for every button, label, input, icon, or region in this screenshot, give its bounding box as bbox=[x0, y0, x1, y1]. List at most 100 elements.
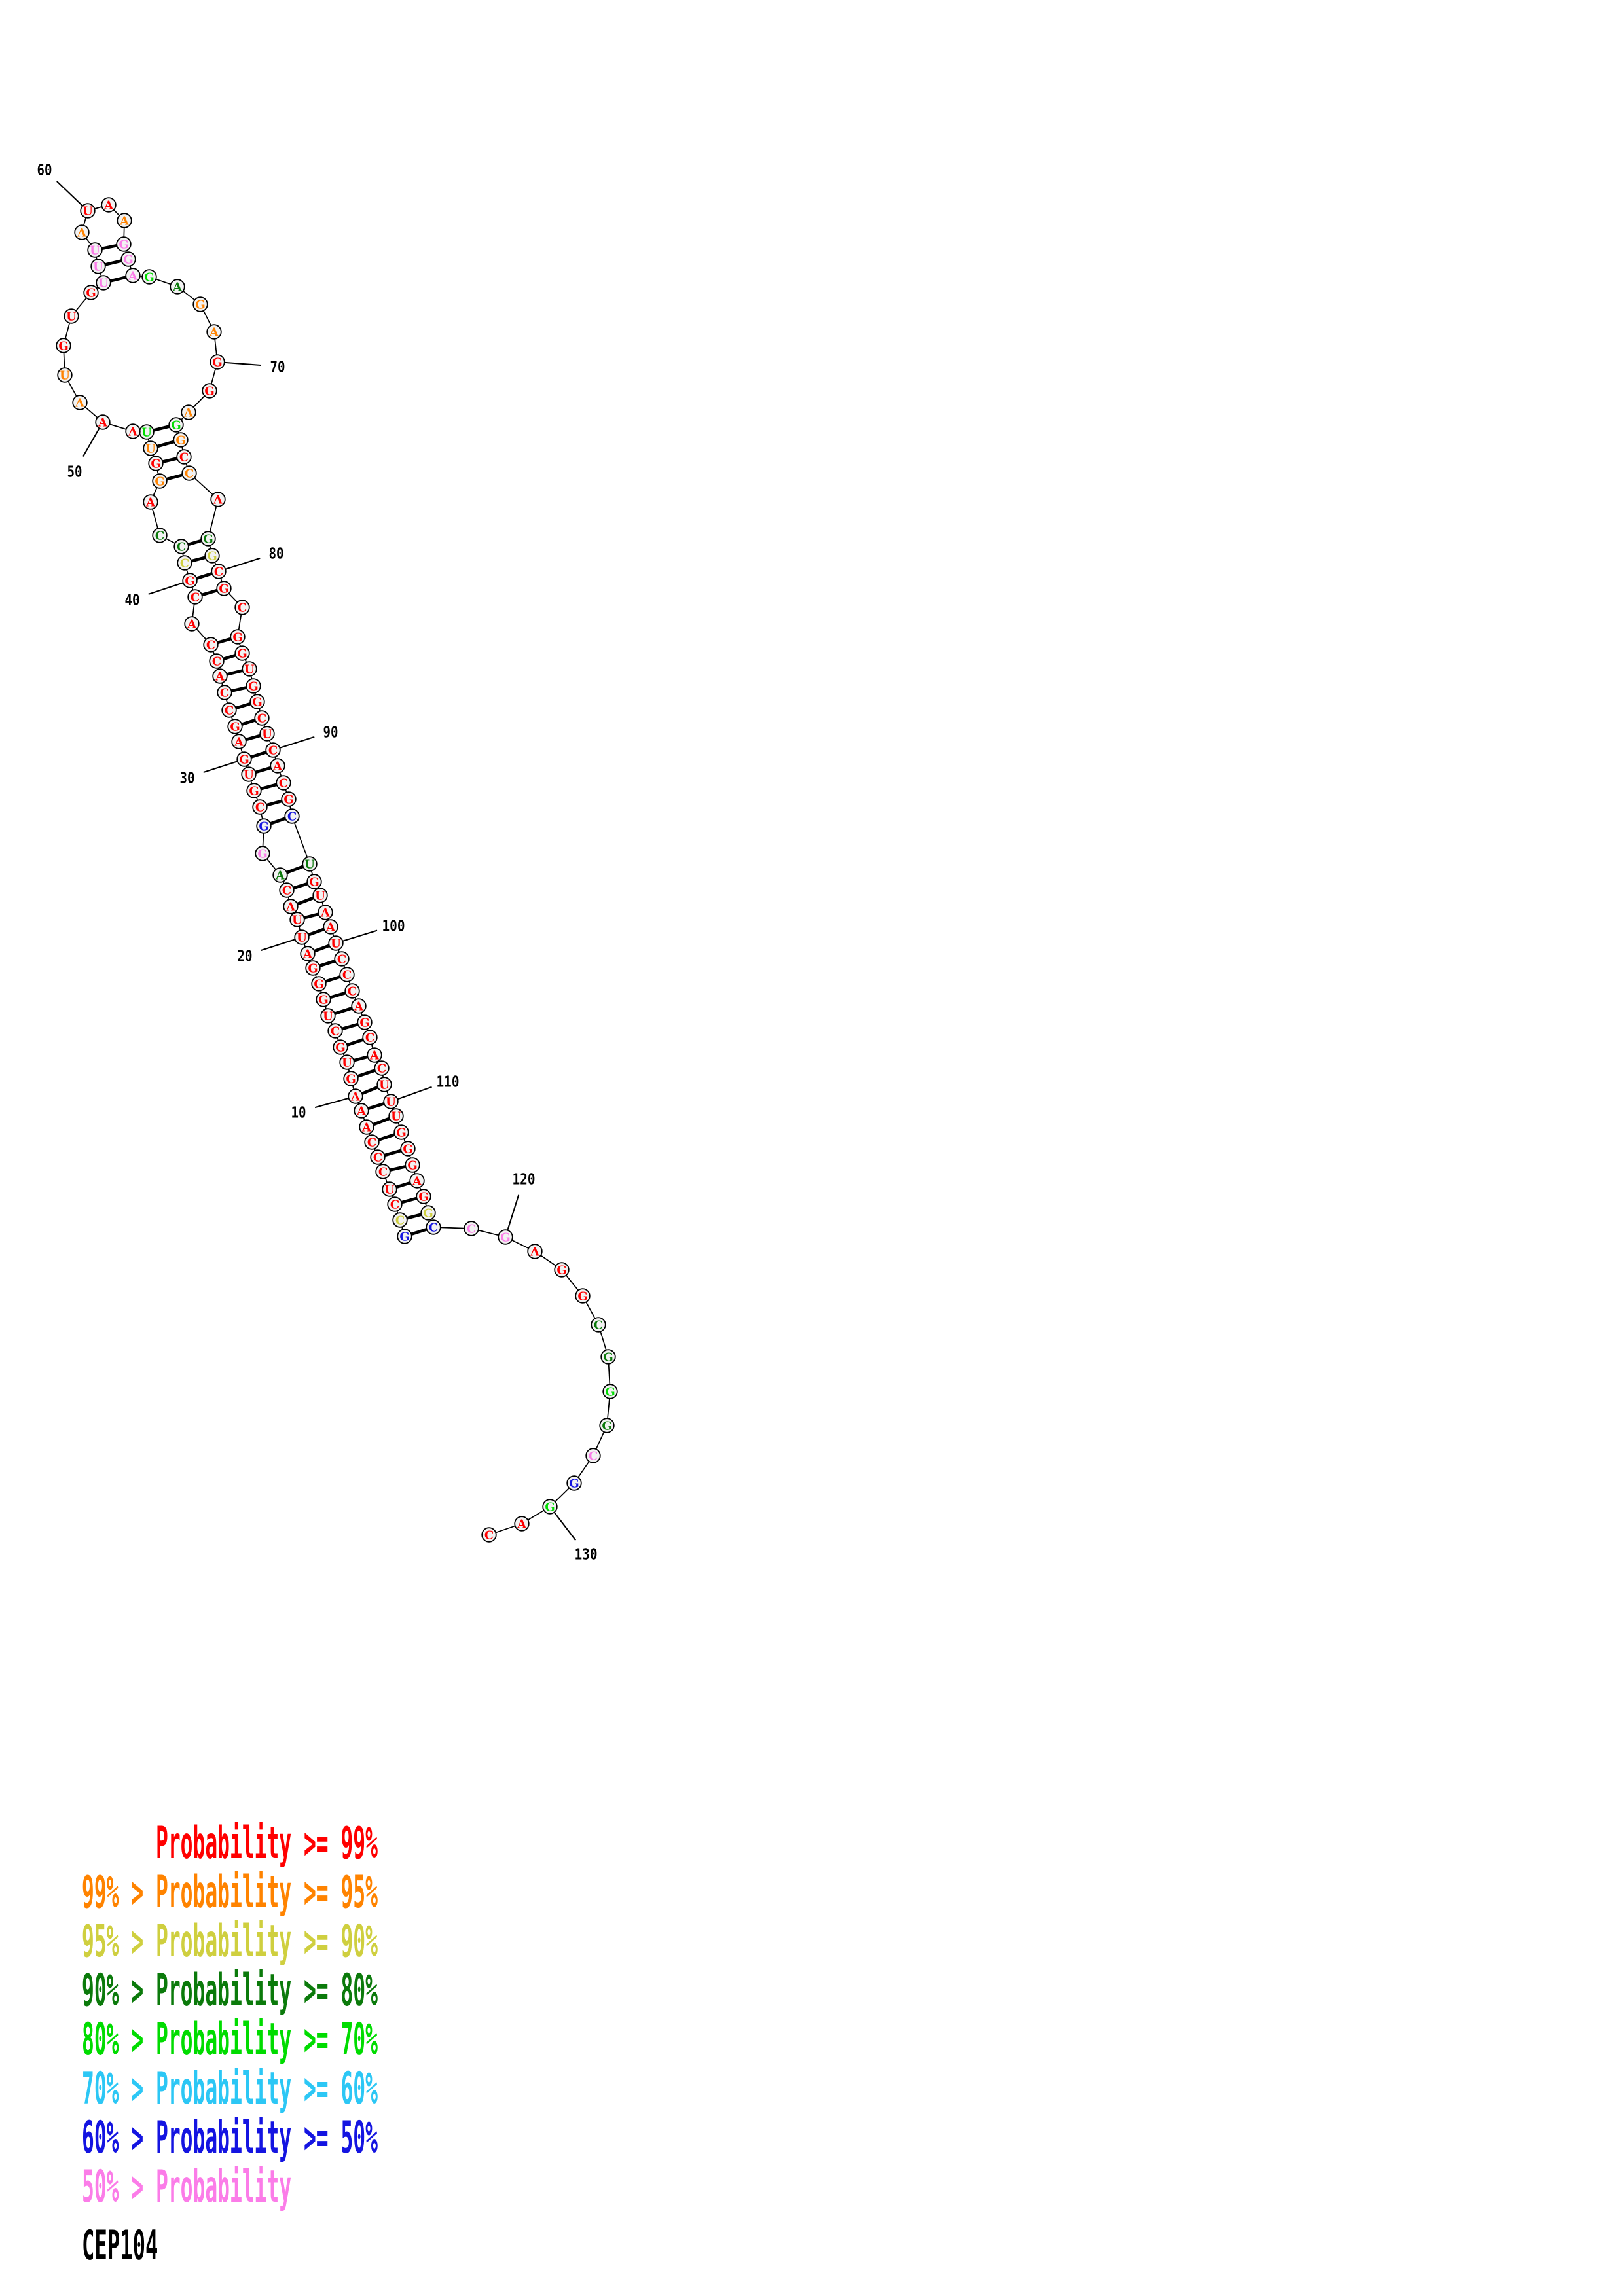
nucleotide-circle bbox=[56, 338, 71, 353]
nucleotides: GCCUCCCAAAGUGCUGGGAUUACAGGCGUGAGCCACCACG… bbox=[56, 197, 618, 1543]
nucleotide-base-letter: G bbox=[204, 384, 214, 398]
nucleotide-105: G bbox=[357, 1014, 373, 1030]
nucleotide-base-letter: A bbox=[183, 406, 194, 420]
nucleotide-67: A bbox=[170, 279, 185, 295]
nucleotide-99: A bbox=[323, 919, 338, 935]
nucleotide-53: G bbox=[56, 338, 71, 353]
nucleotide-base-letter: C bbox=[185, 467, 194, 480]
nucleotide-82: C bbox=[234, 600, 250, 615]
nucleotide-base-letter: U bbox=[262, 727, 272, 741]
nucleotide-circle bbox=[270, 758, 285, 774]
nucleotide-108: C bbox=[374, 1060, 390, 1076]
nucleotide-base-letter: G bbox=[252, 695, 262, 709]
nucleotide-circle bbox=[230, 629, 246, 645]
nucleotide-circle bbox=[362, 1030, 378, 1045]
legend-row-text: Probability >= 50% bbox=[155, 2112, 378, 2164]
nucleotide-84: G bbox=[234, 645, 250, 661]
nucleotide-circle bbox=[283, 899, 299, 914]
nucleotide-circle bbox=[316, 992, 331, 1007]
nucleotide-111: U bbox=[388, 1108, 404, 1124]
nucleotide-10: A bbox=[348, 1088, 363, 1104]
nucleotide-base-letter: A bbox=[172, 280, 183, 294]
nucleotide-base-letter: A bbox=[103, 198, 114, 212]
nucleotide-circle bbox=[281, 791, 297, 807]
nucleotide-base-letter: G bbox=[346, 1072, 356, 1086]
nucleotide-123: G bbox=[575, 1288, 591, 1304]
nucleotide-circle bbox=[354, 1103, 369, 1119]
nucleotide-circle bbox=[388, 1108, 404, 1124]
nucleotide-circle bbox=[305, 960, 321, 976]
nucleotide-circle bbox=[566, 1475, 582, 1491]
nucleotide-51: A bbox=[72, 395, 88, 410]
nucleotide-base-letter: G bbox=[257, 847, 267, 861]
nucleotide-base-letter: C bbox=[238, 601, 247, 615]
nucleotide-circle bbox=[300, 946, 316, 961]
nucleotide-circle bbox=[72, 395, 88, 410]
nucleotide-base-letter: G bbox=[602, 1419, 611, 1433]
nucleotide-base-letter: A bbox=[119, 214, 130, 228]
nucleotide-104: A bbox=[351, 998, 367, 1014]
nucleotide-circle bbox=[246, 783, 262, 798]
nucleotide-circle bbox=[141, 269, 157, 285]
nucleotide-base-letter: C bbox=[589, 1449, 598, 1463]
nucleotide-40: G bbox=[182, 573, 198, 588]
nucleotide-base-letter: C bbox=[191, 590, 200, 604]
nucleotide-base-letter: C bbox=[373, 1151, 382, 1164]
nucleotide-47: U bbox=[143, 440, 158, 456]
nucleotide-circle bbox=[256, 818, 272, 834]
nucleotide-base-letter: G bbox=[123, 253, 133, 266]
nucleotide-base-letter: G bbox=[403, 1142, 412, 1156]
nucleotide-circle bbox=[409, 1173, 425, 1189]
nucleotide-circle bbox=[259, 726, 275, 742]
nucleotide-base-letter: C bbox=[467, 1222, 476, 1236]
nucleotide-base-letter: C bbox=[342, 968, 352, 982]
nucleotide-base-letter: C bbox=[212, 655, 221, 668]
nucleotide-110: U bbox=[383, 1094, 399, 1109]
nucleotide-base-letter: U bbox=[342, 1056, 352, 1069]
nucleotide-base-letter: U bbox=[244, 662, 255, 676]
nucleotide-base-letter: C bbox=[484, 1528, 494, 1542]
nucleotide-19: A bbox=[300, 946, 316, 961]
nucleotide-base-letter: C bbox=[155, 529, 164, 543]
nucleotide-base-letter: G bbox=[195, 298, 205, 312]
nucleotide-55: G bbox=[83, 285, 99, 300]
nucleotide-base-letter: G bbox=[407, 1158, 417, 1172]
nucleotide-26: G bbox=[256, 818, 272, 834]
nucleotide-circle bbox=[211, 564, 227, 579]
position-label-70: 70 bbox=[270, 359, 285, 376]
nucleotide-81: G bbox=[216, 581, 232, 596]
nucleotide-base-letter: G bbox=[155, 475, 164, 488]
legend-row-prefix: 70% > bbox=[82, 2063, 156, 2115]
nucleotide-circle bbox=[246, 678, 261, 694]
nucleotide-circle bbox=[289, 912, 305, 927]
legend-row-prefix: 95% > bbox=[82, 1916, 156, 1967]
nucleotide-base-letter: C bbox=[220, 686, 229, 700]
position-label-10: 10 bbox=[291, 1104, 306, 1121]
nucleotide-32: G bbox=[227, 719, 243, 734]
nucleotide-circle bbox=[152, 473, 168, 489]
nucleotide-49: A bbox=[125, 423, 141, 439]
nucleotide-circle bbox=[168, 417, 184, 433]
nucleotide-circle bbox=[216, 581, 232, 596]
nucleotide-circle bbox=[481, 1527, 497, 1543]
nucleotide-circle bbox=[294, 929, 310, 945]
nucleotide-circle bbox=[387, 1196, 403, 1212]
nucleotide-circle bbox=[339, 1054, 355, 1070]
nucleotide-circle bbox=[152, 528, 168, 543]
nucleotide-base-letter: G bbox=[259, 819, 268, 833]
nucleotide-circle bbox=[327, 1023, 343, 1039]
nucleotide-circle bbox=[234, 645, 250, 661]
nucleotide-22: A bbox=[283, 899, 299, 914]
nucleotide-69: A bbox=[206, 324, 222, 340]
nucleotide-117: G bbox=[420, 1205, 436, 1221]
nucleotide-base-letter: G bbox=[248, 679, 258, 693]
nucleotide-30: G bbox=[236, 751, 252, 767]
nucleotide-14: C bbox=[327, 1023, 343, 1039]
nucleotide-base-letter: A bbox=[98, 416, 108, 429]
nucleotide-31: A bbox=[231, 734, 247, 749]
nucleotide-circle bbox=[143, 494, 158, 510]
nucleotide-107: A bbox=[367, 1047, 382, 1063]
nucleotide-circle bbox=[382, 1181, 397, 1197]
nucleotide-base-letter: G bbox=[185, 574, 194, 588]
nucleotide-102: C bbox=[339, 967, 355, 982]
